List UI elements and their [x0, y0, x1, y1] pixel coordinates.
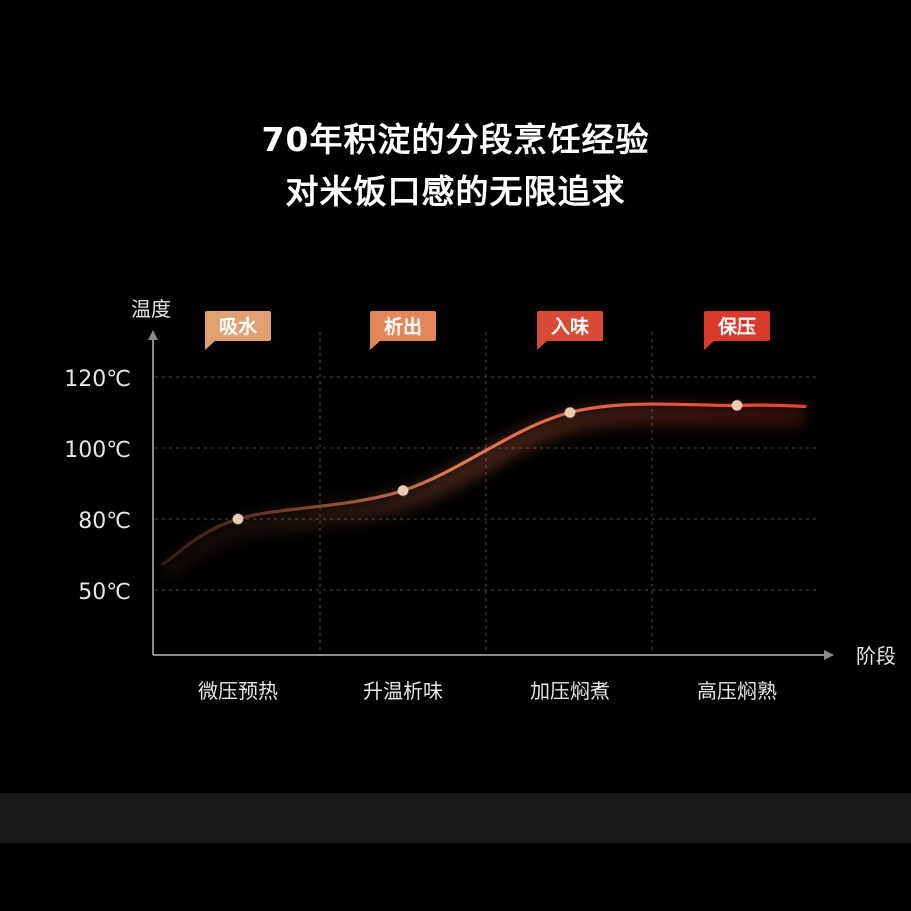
stage-tag-pointer	[370, 340, 381, 350]
axes	[148, 330, 834, 660]
stage-tag-label: 保压	[717, 315, 756, 338]
x-category-labels: 微压预热 升温析味 加压焖煮 高压焖熟	[198, 679, 777, 703]
stage-tag: 保压	[704, 311, 770, 350]
headline: 70年积淀的分段烹饪经验 对米饭口感的无限追求	[0, 114, 911, 218]
headline-line-1: 70年积淀的分段烹饪经验	[261, 120, 650, 159]
x-axis-label: 阶段	[856, 644, 896, 668]
y-tick-label: 50℃	[78, 580, 131, 605]
y-axis-arrow	[148, 330, 158, 340]
series-glow	[156, 403, 806, 584]
x-axis-arrow	[824, 650, 834, 660]
x-category-label: 微压预热	[198, 679, 278, 703]
stage-tag-box	[537, 311, 603, 341]
footer-band	[0, 793, 911, 843]
stage-tag-box	[370, 311, 436, 341]
stage-tag-pointer	[704, 340, 715, 350]
x-category-label: 升温析味	[363, 679, 443, 703]
data-point	[397, 484, 409, 497]
data-point	[232, 513, 244, 525]
x-category-label: 加压焖煮	[530, 679, 610, 703]
stage-tag-pointer	[537, 340, 548, 350]
stage-tag-label: 吸水	[219, 316, 258, 338]
series-line	[161, 402, 807, 566]
stage-tag-box	[205, 311, 271, 341]
stage-tag: 入味	[537, 311, 603, 350]
y-axis-label: 温度	[131, 297, 171, 321]
grid	[155, 332, 818, 655]
y-tick-label: 80℃	[78, 509, 131, 534]
data-point	[731, 399, 743, 412]
stage-tag-box	[704, 311, 770, 341]
x-category-label: 高压焖熟	[697, 679, 777, 703]
y-tick-label: 100℃	[64, 438, 131, 463]
stage-tags: 吸水 析出 入味 保压	[205, 311, 770, 350]
stage-tag: 吸水	[205, 311, 271, 350]
data-point	[564, 406, 576, 419]
series-curve	[156, 399, 807, 584]
stage-tag-label: 入味	[551, 316, 589, 338]
y-tick-label: 120℃	[64, 367, 131, 392]
stage-tag-pointer	[205, 340, 216, 350]
stage-tag: 析出	[370, 311, 436, 350]
stage-tag-label: 析出	[384, 315, 422, 338]
y-tick-labels: 50℃ 80℃ 100℃ 120℃	[64, 367, 131, 605]
headline-line-2: 对米饭口感的无限追求	[285, 172, 626, 211]
